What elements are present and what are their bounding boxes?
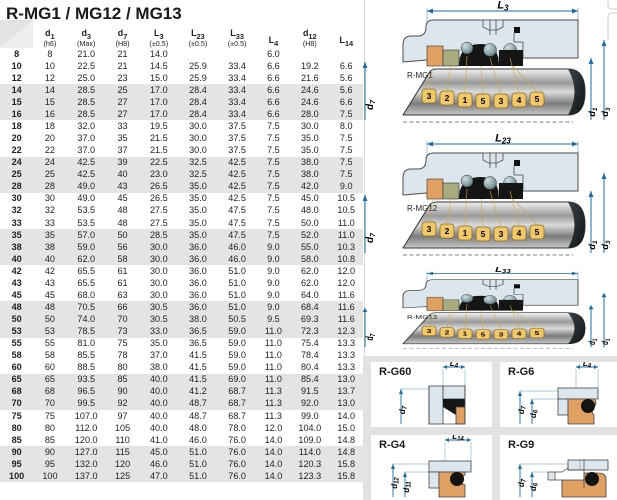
svg-text:d7: d7 <box>517 405 528 414</box>
svg-text:d7: d7 <box>365 232 377 243</box>
svg-text:5: 5 <box>481 331 486 338</box>
svg-text:d7: d7 <box>398 405 409 414</box>
svg-text:5: 5 <box>535 329 540 336</box>
svg-text:L4: L4 <box>583 362 592 370</box>
svg-text:d1: d1 <box>587 339 600 345</box>
svg-text:2: 2 <box>445 93 450 103</box>
svg-text:L3: L3 <box>497 0 509 13</box>
svg-text:1: 1 <box>463 95 468 105</box>
svg-text:d11: d11 <box>402 481 413 493</box>
svg-text:2: 2 <box>445 226 450 236</box>
svg-text:d6: d6 <box>529 482 540 491</box>
svg-text:d7: d7 <box>517 478 528 487</box>
svg-text:3: 3 <box>427 327 432 334</box>
svg-text:1: 1 <box>463 228 468 238</box>
svg-text:5: 5 <box>535 94 540 104</box>
svg-text:d6: d6 <box>529 409 540 418</box>
svg-text:d3: d3 <box>600 338 613 345</box>
svg-text:L4: L4 <box>450 362 459 370</box>
svg-text:5: 5 <box>481 229 486 239</box>
svg-text:R-MG1: R-MG1 <box>407 71 433 80</box>
svg-text:d1: d1 <box>587 240 599 250</box>
svg-text:4: 4 <box>517 95 522 105</box>
svg-text:4: 4 <box>517 228 522 238</box>
svg-text:3: 3 <box>499 96 504 106</box>
svg-text:L14: L14 <box>452 435 464 443</box>
svg-text:5: 5 <box>481 96 486 106</box>
svg-text:d7: d7 <box>364 333 378 340</box>
svg-text:d1: d1 <box>587 107 599 117</box>
svg-text:L23: L23 <box>495 133 511 146</box>
svg-text:R-MG12: R-MG12 <box>407 204 438 213</box>
svg-text:3: 3 <box>499 331 504 338</box>
svg-text:R-MG13: R-MG13 <box>407 315 437 321</box>
svg-text:d3: d3 <box>600 240 612 250</box>
svg-text:5: 5 <box>535 227 540 237</box>
svg-text:d12: d12 <box>390 477 401 489</box>
svg-text:3: 3 <box>427 91 432 101</box>
svg-text:1: 1 <box>463 330 468 337</box>
svg-text:4: 4 <box>517 330 522 337</box>
svg-text:3: 3 <box>427 224 432 234</box>
svg-text:d3: d3 <box>600 107 612 117</box>
svg-text:3: 3 <box>499 229 504 239</box>
svg-text:2: 2 <box>445 329 450 336</box>
svg-text:d7: d7 <box>365 99 377 110</box>
